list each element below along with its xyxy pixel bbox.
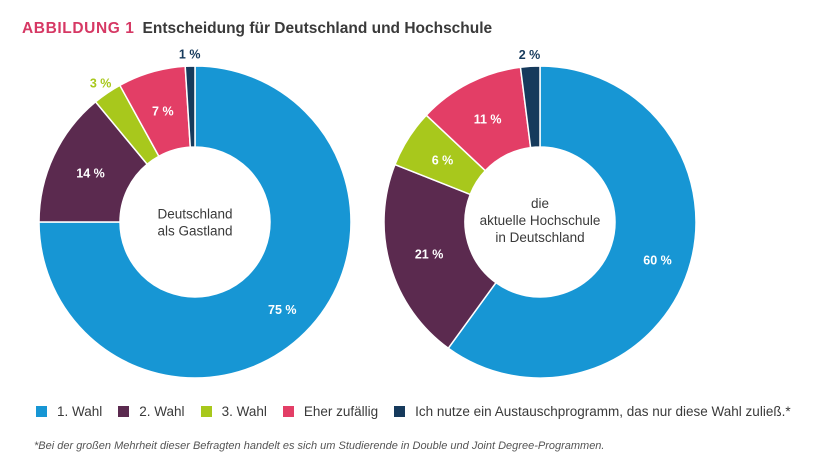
legend-item-wahl-1: 1. Wahl xyxy=(36,404,102,419)
data-label-wahl-3: 3 % xyxy=(90,77,112,91)
legend-item-austausch: Ich nutze ein Austauschprogramm, das nur… xyxy=(394,404,791,419)
donut-segment-austausch xyxy=(519,65,541,149)
data-label-wahl-2: 21 % xyxy=(415,248,444,262)
legend-label-wahl-3: 3. Wahl xyxy=(221,404,267,419)
chart-heading: ABBILDUNG 1 Entscheidung für Deutschland … xyxy=(22,20,492,38)
data-label-zufaellig: 11 % xyxy=(474,113,502,127)
donut-center-label: die xyxy=(531,196,549,211)
data-label-zufaellig: 7 % xyxy=(152,105,174,119)
legend-label-wahl-2: 2. Wahl xyxy=(139,404,185,419)
footnote: *Bei der großen Mehrheit dieser Befragte… xyxy=(34,440,605,452)
legend-label-austausch: Ich nutze ein Austauschprogramm, das nur… xyxy=(415,404,791,419)
legend-swatch-austausch xyxy=(394,406,406,417)
chart-title: Entscheidung für Deutschland und Hochsch… xyxy=(142,20,493,37)
donut-segment-wahl-1 xyxy=(447,65,697,379)
donut-charts: 75 % 14 % 3 % 7 % 1 % Deutschland als Gastland… xyxy=(38,48,697,379)
data-label-austausch: 1 % xyxy=(179,48,201,62)
legend-item-wahl-2: 2. Wahl xyxy=(118,404,185,419)
legend-label-zufaellig: Eher zufällig xyxy=(303,404,379,419)
donut-center-label: aktuelle Hochschule xyxy=(480,213,601,228)
legend-item-wahl-3: 3. Wahl xyxy=(200,404,267,419)
legend-label-wahl-1: 1. Wahl xyxy=(57,404,103,419)
donut-center-label: Deutschland xyxy=(157,207,232,222)
donut-segment-wahl-2 xyxy=(383,163,497,350)
legend-swatch-wahl-1 xyxy=(36,406,47,417)
data-label-wahl-1: 75 % xyxy=(268,303,297,317)
legend: 1. Wahl 2. Wahl 3. Wahl Eher zufällig Ic… xyxy=(36,404,791,419)
donut-chart-hochschule: 60 % 21 % 6 % 11 % 2 % die aktuelle Hochschule… xyxy=(383,48,697,379)
figure-label: ABBILDUNG 1 xyxy=(22,20,135,37)
donut-chart-gastland: 75 % 14 % 3 % 7 % 1 % Deutschland als Gastland xyxy=(38,48,352,379)
legend-swatch-wahl-2 xyxy=(118,406,130,417)
donut-segment-austausch xyxy=(184,65,196,148)
legend-swatch-wahl-3 xyxy=(200,406,212,417)
data-label-austausch: 2 % xyxy=(519,48,541,62)
donut-center-label: in Deutschland xyxy=(495,230,584,245)
legend-swatch-zufaellig xyxy=(282,406,294,417)
data-label-wahl-1: 60 % xyxy=(643,254,672,268)
donut-center-label: als Gastland xyxy=(157,224,232,239)
data-label-wahl-3: 6 % xyxy=(432,154,454,168)
data-label-wahl-2: 14 % xyxy=(76,166,105,180)
legend-item-zufaellig: Eher zufällig xyxy=(282,404,379,419)
donut-segment-wahl-1 xyxy=(38,65,352,379)
